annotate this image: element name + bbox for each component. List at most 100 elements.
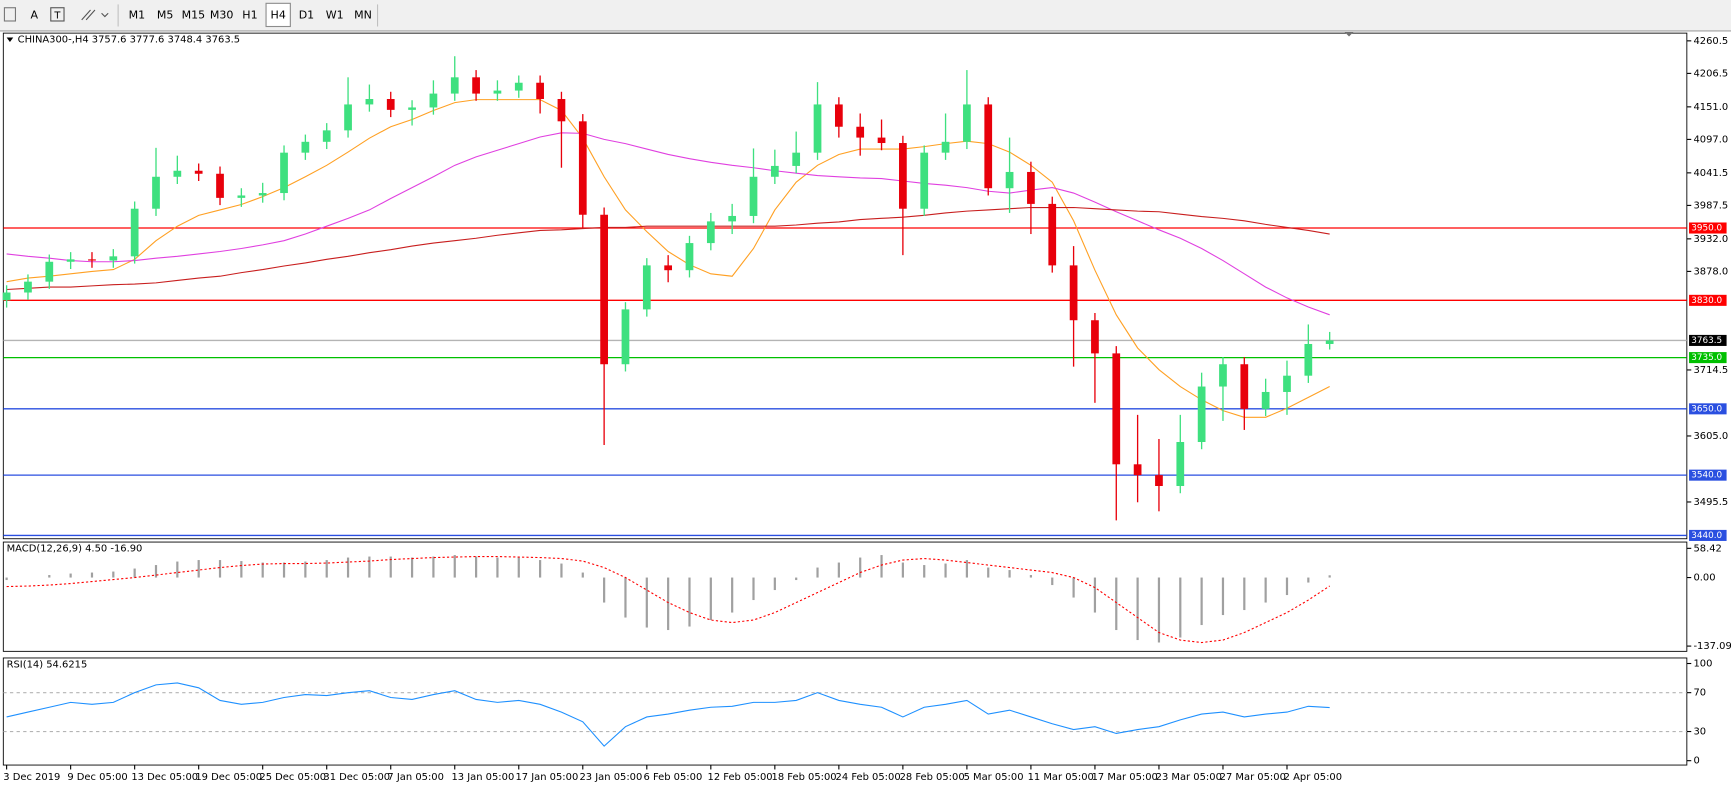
candle-body	[2, 292, 11, 301]
candle-body	[493, 90, 502, 94]
candle-body	[813, 104, 822, 153]
y-tick-label: 3605.0	[1693, 431, 1728, 442]
timeframe-button[interactable]: MN	[354, 8, 372, 21]
x-tick-label: 7 Jan 05:00	[387, 772, 444, 783]
x-tick-label: 3 Dec 2019	[3, 772, 60, 783]
candle-body	[344, 104, 352, 131]
x-tick-label: 17 Jan 05:00	[515, 772, 578, 783]
timeframe-button[interactable]: M15	[182, 8, 206, 21]
y-tick-label: -137.09	[1693, 641, 1731, 652]
toolbar-bg	[0, 0, 1731, 31]
x-tick-label: 27 Mar 05:00	[1220, 772, 1286, 783]
x-tick-label: 5 Mar 05:00	[964, 772, 1024, 783]
x-tick-label: 23 Mar 05:00	[1156, 772, 1222, 783]
candle-body	[66, 259, 75, 262]
y-tick-label: 58.42	[1693, 543, 1721, 554]
candle-body	[621, 309, 630, 365]
timeframe-button[interactable]: M30	[210, 8, 234, 21]
timeframe-button[interactable]: M5	[157, 8, 174, 21]
candle-body	[1005, 171, 1014, 189]
panel-title: RSI(14) 54.6215	[7, 660, 88, 671]
y-tick-label: 0.00	[1693, 573, 1715, 584]
indicator-line	[6, 206, 1330, 291]
candle-body	[429, 93, 438, 108]
y-tick-label: 70	[1693, 688, 1706, 699]
candle-body	[920, 152, 929, 209]
level-label: 3763.5	[1691, 336, 1722, 346]
chart-title: CHINA300-,H4 3757.6 3777.6 3748.4 3763.5	[18, 35, 240, 46]
timeframe-button[interactable]: M1	[129, 8, 146, 21]
rsi-panel	[2, 657, 1688, 766]
candle-body	[600, 214, 608, 365]
candle-body	[1155, 475, 1163, 486]
candle-body	[237, 195, 246, 198]
candle-body	[301, 141, 310, 153]
timeframe-button[interactable]: H1	[242, 8, 257, 21]
candle-body	[856, 126, 865, 138]
timeframe-button[interactable]: W1	[326, 8, 344, 21]
level-label-box	[1689, 294, 1727, 306]
macd-panel	[2, 541, 1688, 652]
candle-body	[877, 137, 886, 144]
candle-body	[109, 256, 118, 261]
x-tick-label: 6 Feb 05:00	[643, 772, 702, 783]
x-tick-label: 23 Jan 05:00	[579, 772, 642, 783]
x-tick-label: 28 Feb 05:00	[900, 772, 965, 783]
shift-marker	[1344, 32, 1354, 37]
candle-body	[834, 104, 843, 127]
candle-body	[1027, 171, 1035, 204]
y-tick-label: 4151.0	[1693, 102, 1728, 113]
shapes-icon[interactable]	[81, 9, 109, 21]
y-tick-label: 3987.5	[1693, 200, 1728, 211]
candle-body	[1283, 375, 1291, 392]
cursor-icon[interactable]	[3, 7, 17, 22]
candle-body	[749, 176, 758, 216]
candle-body	[1304, 343, 1313, 376]
candle-body	[280, 152, 288, 194]
text-tool-button[interactable]: A	[30, 8, 38, 21]
level-label-box	[1689, 352, 1727, 364]
candle-body	[685, 243, 694, 271]
candle-body	[770, 165, 779, 177]
candle-body	[1240, 364, 1249, 409]
candle-body	[386, 99, 395, 110]
candle-body	[130, 208, 139, 257]
candle-body	[642, 265, 651, 310]
x-tick-label: 18 Feb 05:00	[772, 772, 837, 783]
candle-body	[664, 265, 673, 271]
x-tick-label: 24 Feb 05:00	[836, 772, 901, 783]
x-tick-label: 11 Mar 05:00	[1028, 772, 1094, 783]
y-tick-label: 0	[1693, 756, 1699, 767]
level-label-box	[1689, 334, 1727, 346]
level-label-box	[1689, 469, 1727, 481]
candle-body	[1197, 386, 1206, 442]
candle-body	[1112, 353, 1121, 465]
candle-body	[152, 176, 160, 209]
candle-body	[450, 77, 459, 94]
candle-body	[1176, 441, 1185, 486]
y-tick-label: 100	[1693, 659, 1712, 670]
candle-body	[792, 152, 801, 166]
level-label: 3950.0	[1691, 224, 1722, 234]
toolbar: T A M1 M5 M15 M30 H1 H4 D1 W1 MN	[0, 0, 1731, 32]
candle-body	[557, 99, 566, 122]
level-label-box	[1689, 529, 1727, 541]
candle-body	[941, 141, 950, 153]
candle-body	[963, 104, 971, 142]
candle-body	[472, 77, 480, 94]
candle-body	[322, 130, 331, 142]
level-label: 3440.0	[1691, 531, 1722, 541]
text-label-icon[interactable]	[50, 7, 65, 22]
timeframe-button[interactable]: D1	[299, 8, 315, 21]
y-tick-label: 4041.5	[1693, 168, 1728, 179]
indicator-line	[6, 132, 1330, 316]
level-label: 3735.0	[1691, 353, 1722, 363]
timeframe-button[interactable]: H4	[271, 8, 286, 21]
candle-body	[899, 143, 907, 209]
y-tick-label: 4097.0	[1693, 134, 1728, 145]
level-label-box	[1689, 403, 1727, 415]
candle-body	[173, 170, 182, 177]
x-tick-label: 13 Dec 05:00	[131, 772, 198, 783]
